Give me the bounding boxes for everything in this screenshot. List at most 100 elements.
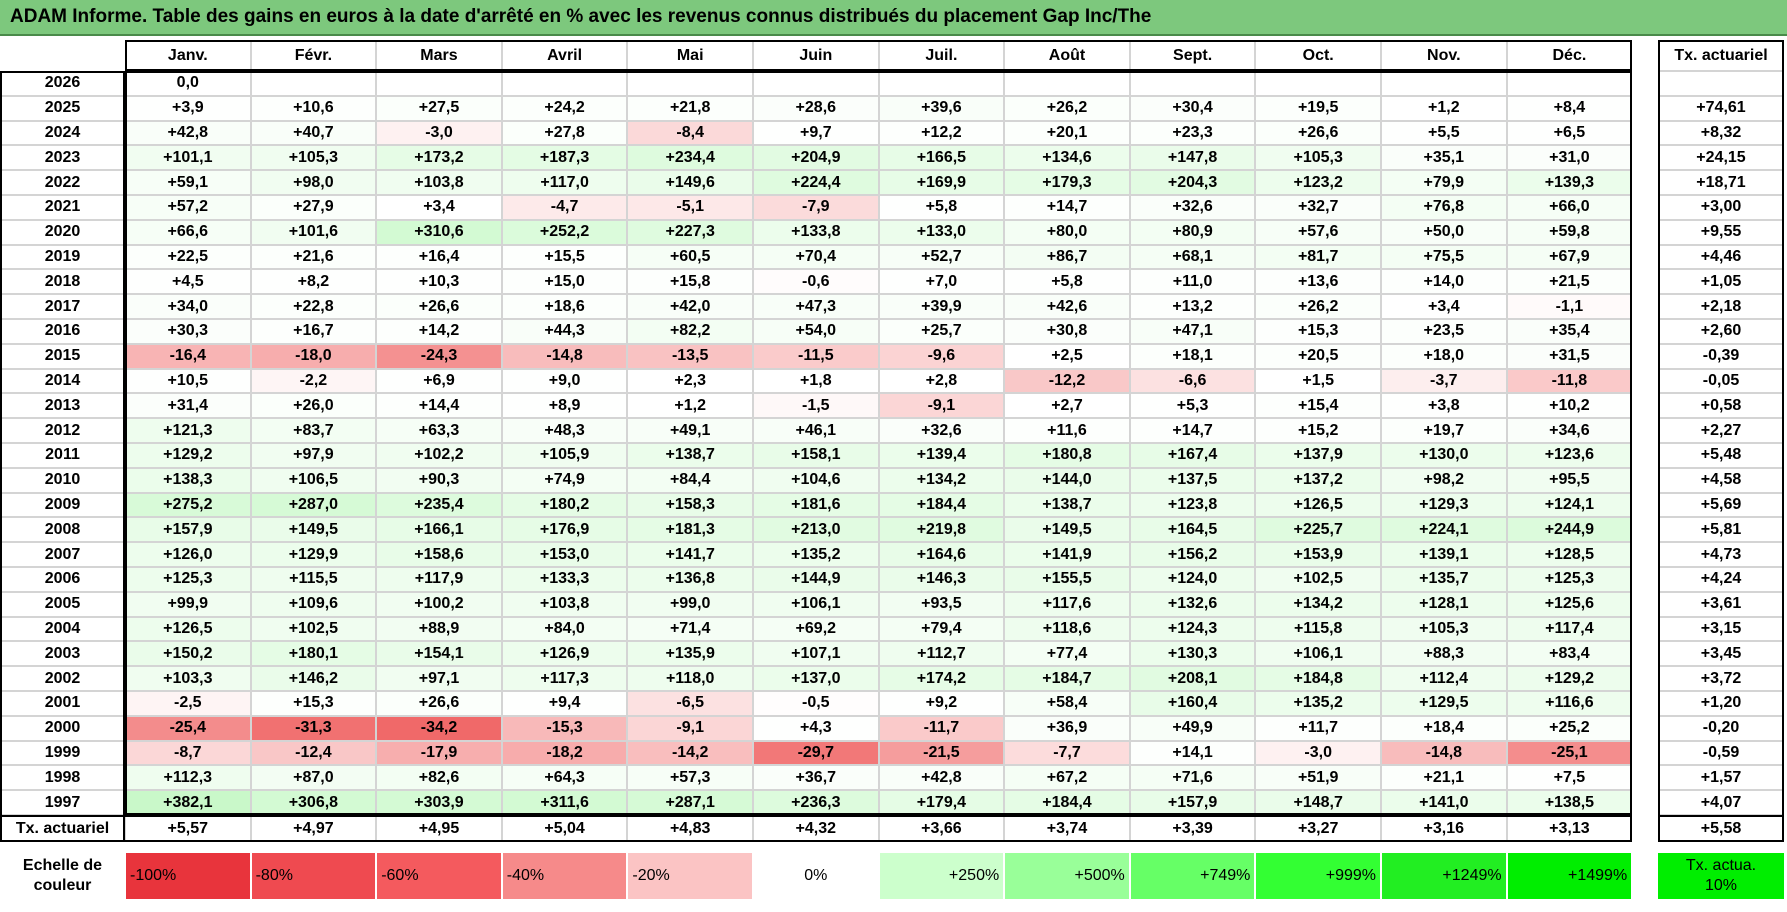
gain-cell: +27,8: [501, 120, 628, 146]
gain-cell: +21,1: [1381, 765, 1507, 791]
tx-cell: +74,61: [1658, 95, 1784, 121]
gain-cell: +128,1: [1381, 591, 1507, 617]
gain-cell: +35,1: [1381, 145, 1507, 171]
gain-cell: +149,6: [627, 170, 753, 195]
gain-cell: +15,5: [501, 244, 628, 270]
gain-cell: +54,0: [753, 319, 879, 344]
gain-cell: +102,2: [376, 443, 502, 468]
gain-cell: +9,0: [501, 368, 628, 394]
gain-cell: +9,2: [878, 691, 1005, 716]
gain-cell: +134,2: [1255, 591, 1381, 617]
gain-cell: +125,3: [125, 567, 251, 592]
year-label: 1999: [0, 740, 125, 766]
gain-cell: +26,6: [376, 691, 502, 716]
legend-swatch: +999%: [1256, 853, 1380, 899]
gain-cell: +179,3: [1004, 170, 1130, 195]
tx-cell: +3,72: [1658, 666, 1784, 691]
gain-cell: +124,3: [1129, 616, 1256, 642]
gain-cell: +149,5: [1004, 517, 1130, 543]
gain-cell: +24,2: [501, 95, 628, 121]
gain-cell: +2,5: [1004, 343, 1130, 369]
gain-cell: +14,4: [376, 393, 502, 419]
year-label: 2009: [0, 492, 125, 518]
year-label: 2004: [0, 616, 125, 642]
gain-cell: +187,3: [501, 145, 628, 171]
tx-cell: +18,71: [1658, 170, 1784, 195]
gain-cell: +60,5: [627, 244, 753, 270]
gain-cell: -15,3: [501, 715, 628, 741]
gain-cell: -6,6: [1129, 368, 1256, 394]
gain-cell: +26,2: [1004, 95, 1130, 121]
gain-cell: +106,1: [753, 591, 879, 617]
gain-cell: +64,3: [501, 765, 628, 791]
gain-cell: +134,6: [1004, 145, 1130, 171]
gain-cell: +153,9: [1255, 542, 1381, 567]
gain-cell: +129,9: [250, 542, 377, 567]
gain-cell: -1,5: [753, 393, 879, 419]
gain-cell: +158,3: [627, 492, 753, 518]
gain-cell: +167,4: [1129, 443, 1256, 468]
gain-cell: +135,2: [1255, 691, 1381, 716]
gain-cell: -7,7: [1004, 740, 1130, 766]
gain-cell: -11,7: [878, 715, 1005, 741]
tx-cell: +4,73: [1658, 542, 1784, 567]
gain-cell: +42,8: [125, 120, 251, 146]
empty-cell: [1381, 71, 1507, 96]
gain-cell: +32,6: [1129, 195, 1256, 220]
footer-cell: +5,04: [501, 815, 628, 842]
tx-cell: +4,46: [1658, 244, 1784, 270]
gain-cell: +5,8: [878, 195, 1005, 220]
gain-cell: +99,9: [125, 591, 251, 617]
tx-cell: +1,57: [1658, 765, 1784, 791]
month-header: Févr.: [250, 40, 377, 71]
gain-cell: +26,6: [1255, 120, 1381, 146]
gain-cell: +84,4: [627, 467, 753, 493]
gain-cell: +148,7: [1255, 790, 1381, 815]
gain-cell: +138,7: [1004, 492, 1130, 518]
gain-cell: +141,7: [627, 542, 753, 567]
footer-cell: +3,39: [1129, 815, 1256, 842]
gain-cell: +126,0: [125, 542, 251, 567]
gain-cell: +84,0: [501, 616, 628, 642]
gain-cell: +15,2: [1255, 418, 1381, 443]
month-header: Oct.: [1255, 40, 1381, 71]
gain-cell: +19,5: [1255, 95, 1381, 121]
gain-cell: -12,4: [250, 740, 377, 766]
year-label: 2013: [0, 393, 125, 419]
gain-cell: +117,4: [1506, 616, 1633, 642]
gain-cell: -14,8: [501, 343, 628, 369]
gain-cell: +118,0: [627, 666, 753, 691]
gain-cell: +158,1: [753, 443, 879, 468]
gain-cell: +57,3: [627, 765, 753, 791]
gain-cell: +98,0: [250, 170, 377, 195]
year-label: 2008: [0, 517, 125, 543]
gain-cell: +50,0: [1381, 219, 1507, 245]
tx-cell: +3,61: [1658, 591, 1784, 617]
tx-cell: -0,39: [1658, 343, 1784, 369]
empty-cell: [1004, 71, 1130, 96]
tx-cell: +24,15: [1658, 145, 1784, 171]
gain-cell: +176,9: [501, 517, 628, 543]
gain-cell: +13,2: [1129, 294, 1256, 319]
gain-cell: +90,3: [376, 467, 502, 493]
gain-cell: +173,2: [376, 145, 502, 171]
gain-cell: +68,1: [1129, 244, 1256, 270]
gain-cell: +36,9: [1004, 715, 1130, 741]
gain-cell: +98,2: [1381, 467, 1507, 493]
tx-cell: +1,05: [1658, 269, 1784, 295]
gain-cell: +76,8: [1381, 195, 1507, 220]
gain-cell: +31,0: [1506, 145, 1633, 171]
gain-cell: +71,4: [627, 616, 753, 642]
gain-cell: +3,8: [1381, 393, 1507, 419]
gain-cell: +130,0: [1381, 443, 1507, 468]
gain-cell: +139,3: [1506, 170, 1633, 195]
gain-cell: +97,1: [376, 666, 502, 691]
gain-cell: +4,3: [753, 715, 879, 741]
legend-swatch: +1249%: [1382, 853, 1506, 899]
gain-cell: -34,2: [376, 715, 502, 741]
gain-cell: +133,3: [501, 567, 628, 592]
gain-cell: +112,4: [1381, 666, 1507, 691]
gain-cell: -1,1: [1506, 294, 1633, 319]
gain-cell: -18,0: [250, 343, 377, 369]
tx-cell: -0,59: [1658, 740, 1784, 766]
